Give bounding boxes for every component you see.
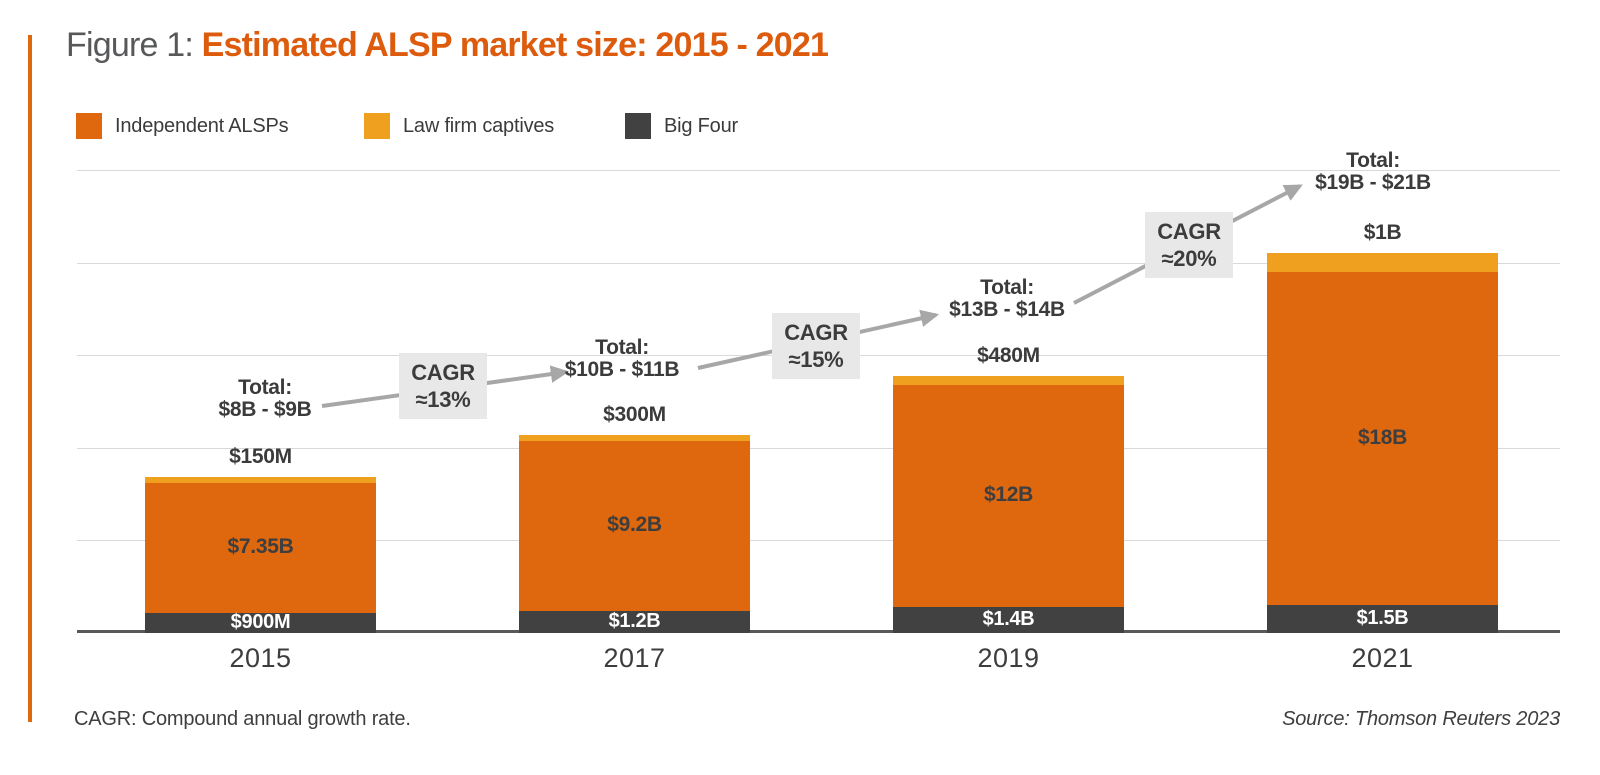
figure-title-text: Estimated ALSP market size: 2015 - 2021 bbox=[201, 26, 829, 64]
law-firm-captives-value-label: $1B bbox=[1363, 221, 1402, 245]
left-accent-rule bbox=[28, 35, 32, 722]
bar-segment-big-four bbox=[145, 613, 376, 633]
bar-segment-law-firm-captives bbox=[893, 375, 1124, 385]
legend-item-big-four: Big Four bbox=[625, 112, 738, 140]
bar-segment-independent-alsps bbox=[145, 483, 376, 613]
legend-label-big-four: Big Four bbox=[664, 114, 738, 137]
chart-legend: Independent ALSPs Law firm captives Big … bbox=[0, 112, 1600, 140]
legend-swatch-law-firm-captives bbox=[364, 113, 390, 139]
legend-label-law-firm-captives: Law firm captives bbox=[403, 114, 555, 137]
footer-cagr-definition: CAGR: Compound annual growth rate. bbox=[74, 708, 411, 730]
x-axis-line bbox=[77, 630, 1560, 633]
bar-segment-law-firm-captives bbox=[1267, 253, 1498, 272]
independent-alsps-value-label: $7.35B bbox=[227, 535, 294, 559]
bar-segment-big-four bbox=[519, 610, 750, 633]
bar-segment-big-four bbox=[893, 607, 1124, 633]
legend-swatch-big-four bbox=[625, 113, 651, 139]
law-firm-captives-value-label: $150M bbox=[229, 445, 292, 469]
big-four-value-label: $1.4B bbox=[982, 608, 1035, 631]
law-firm-captives-value-label: $300M bbox=[603, 402, 666, 426]
gridline bbox=[77, 170, 1560, 171]
bar-segment-independent-alsps bbox=[519, 440, 750, 611]
x-axis-year-label: 2017 bbox=[603, 643, 666, 673]
law-firm-captives-value-label: $480M bbox=[977, 343, 1040, 367]
gridline bbox=[77, 448, 1560, 449]
figure-number-label: Figure 1: bbox=[66, 26, 202, 64]
legend-item-law-firm-captives: Law firm captives bbox=[364, 112, 554, 140]
big-four-value-label: $1.2B bbox=[608, 609, 661, 632]
big-four-value-label: $900M bbox=[230, 611, 291, 633]
independent-alsps-value-label: $9.2B bbox=[607, 512, 662, 536]
x-axis-year-label: 2019 bbox=[977, 643, 1040, 673]
x-axis-year-label: 2015 bbox=[229, 643, 292, 673]
gridline bbox=[77, 540, 1560, 541]
legend-label-independent-alsps: Independent ALSPs bbox=[115, 114, 289, 137]
footer-source-credit: Source: Thomson Reuters 2023 bbox=[1282, 708, 1560, 730]
legend-item-independent-alsps: Independent ALSPs bbox=[76, 112, 289, 140]
independent-alsps-value-label: $18B bbox=[1357, 425, 1407, 449]
bar-segment-independent-alsps bbox=[1267, 271, 1498, 606]
bar-segment-independent-alsps bbox=[893, 384, 1124, 608]
legend-swatch-independent-alsps bbox=[76, 113, 102, 139]
bar-segment-law-firm-captives bbox=[519, 434, 750, 441]
independent-alsps-value-label: $12B bbox=[983, 482, 1033, 506]
bar-segment-big-four bbox=[1267, 605, 1498, 633]
bar-segment-law-firm-captives bbox=[145, 477, 376, 484]
big-four-value-label: $1.5B bbox=[1356, 607, 1409, 630]
figure-title: Figure 1: Estimated ALSP market size: 20… bbox=[66, 26, 829, 65]
gridline bbox=[77, 263, 1560, 264]
x-axis-year-label: 2021 bbox=[1351, 643, 1414, 673]
